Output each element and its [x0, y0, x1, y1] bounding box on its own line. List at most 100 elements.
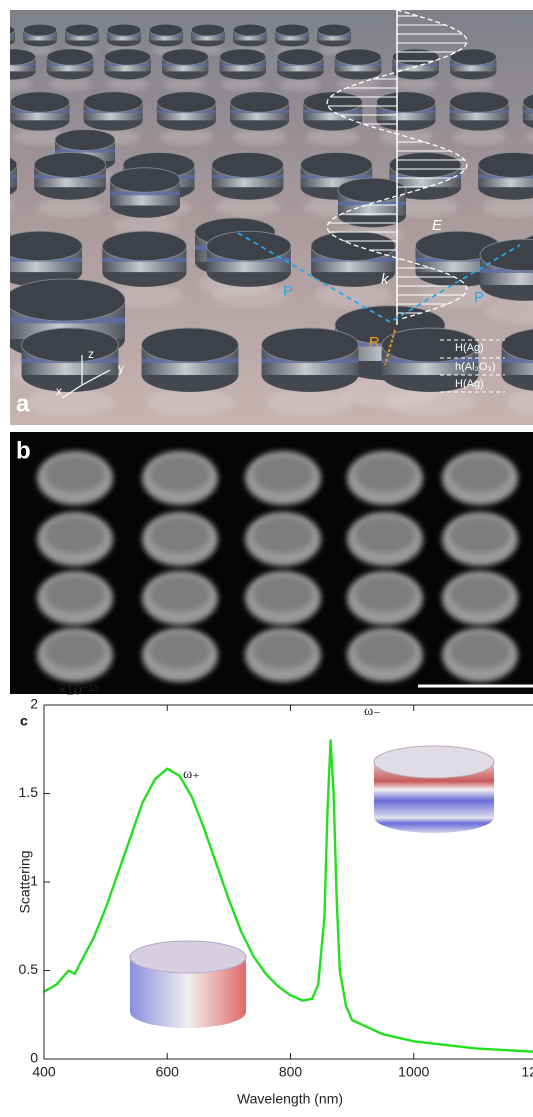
sem-pillar-top [45, 576, 105, 612]
mode-label: ω₋ [364, 704, 381, 719]
pillar-top [64, 23, 100, 37]
pillar-reflection [49, 77, 91, 91]
pillar-top [10, 157, 18, 173]
pillar-top [274, 23, 310, 37]
pillar-reflection [306, 128, 360, 146]
pillar-top [161, 48, 209, 66]
y-tick-label: 1.5 [19, 784, 39, 800]
sem-pillar-top [450, 456, 510, 492]
pillar-top [21, 327, 119, 363]
pillar [190, 23, 226, 55]
sem-pillar-top [450, 517, 510, 553]
pillar-top [391, 48, 440, 66]
panel-label: c [20, 713, 28, 729]
coupling-path [237, 232, 521, 324]
pillar-reflection [159, 128, 213, 146]
pillar-top [206, 230, 292, 262]
pillar [10, 91, 70, 146]
pillar-top [449, 48, 497, 66]
pillar-top [479, 238, 533, 272]
pillar [522, 93, 533, 143]
pillar-reflection [394, 77, 437, 91]
pillar-oxide [55, 149, 115, 153]
annotation: R [369, 334, 380, 351]
pillar-reflection [113, 215, 177, 235]
pillar-top [300, 152, 373, 178]
pillar-top [106, 23, 142, 37]
pillar-top [501, 328, 533, 362]
pillar-top [334, 48, 382, 66]
pillar-reflection [13, 128, 67, 146]
pillar [381, 327, 479, 416]
pillar [161, 48, 209, 91]
panel-label: b [16, 437, 31, 464]
pillar [302, 91, 363, 146]
pillar [103, 48, 152, 91]
panel-c: c ×10⁻¹³ Wavelength (nm) Scattering ω₊ ω… [17, 682, 533, 1107]
pillar [10, 157, 18, 212]
annotation: P [474, 289, 484, 306]
pillar [46, 48, 94, 91]
pillar-top [10, 230, 83, 262]
pillar [501, 328, 533, 415]
axis-label: x [56, 384, 62, 398]
pillar-reflection [233, 128, 287, 146]
sem-pillar-top [150, 576, 210, 612]
sem-pillar-top [253, 633, 313, 669]
pillar [334, 48, 382, 91]
pillar-top [141, 327, 239, 363]
pillar-reflection [481, 197, 533, 218]
pillar-top [316, 23, 352, 37]
pillar-oxide [10, 34, 15, 37]
inset-mode-plus [129, 940, 247, 974]
pillar-reflection [146, 388, 234, 416]
sem-pillar-top [355, 633, 415, 669]
pillar-top [219, 48, 267, 66]
x-tick-label: 1200 [521, 1064, 533, 1080]
pillar-top [33, 152, 107, 178]
pillar-reflection [26, 388, 114, 416]
pillar-top [310, 230, 396, 262]
pillar [156, 91, 217, 146]
pillar-reflection [279, 77, 322, 91]
sem-pillar-top [150, 517, 210, 553]
pillar-top [101, 230, 187, 262]
pillar [449, 48, 497, 91]
x-tick-label: 400 [32, 1064, 56, 1080]
pillar [141, 327, 239, 416]
pillar-top [156, 91, 217, 113]
panel-b: b [10, 432, 533, 694]
pillar-top [388, 152, 462, 178]
sem-pillar-top [45, 517, 105, 553]
pillar-reflection [484, 297, 533, 323]
x-tick-label: 1000 [398, 1064, 429, 1080]
panel-a-overlay: a P P R E k H(Ag) h(Al₂O₃) H(Ag) z y x [16, 217, 496, 417]
pillar [415, 230, 501, 308]
pillar-reflection [106, 283, 183, 308]
pillar [10, 48, 37, 91]
annotation: k [381, 271, 390, 288]
pillar [276, 48, 325, 91]
axis-label: y [118, 361, 124, 375]
pillar-top [211, 152, 284, 178]
sem-pillar-top [450, 576, 510, 612]
pillar-oxide [10, 174, 18, 179]
mode-label: ω₊ [183, 767, 200, 782]
sem-pillar-top [355, 517, 415, 553]
pillar-reflection [221, 77, 264, 91]
sem-pillar-top [253, 517, 313, 553]
y-tick-label: 0 [30, 1050, 38, 1066]
pillar-top [376, 91, 436, 113]
sem-pillar-top [355, 576, 415, 612]
inset-mode-minus [373, 745, 495, 779]
pillar-reflection [419, 283, 496, 308]
annotation: P [283, 283, 293, 300]
pillar-top [522, 93, 533, 111]
pillar-reflection [452, 128, 506, 146]
pillar [477, 152, 533, 218]
pillar [21, 327, 119, 416]
sem-pillar-top [355, 456, 415, 492]
sem-pillar-top [253, 456, 313, 492]
pillar [211, 152, 284, 218]
y-tick-label: 2 [30, 696, 38, 712]
